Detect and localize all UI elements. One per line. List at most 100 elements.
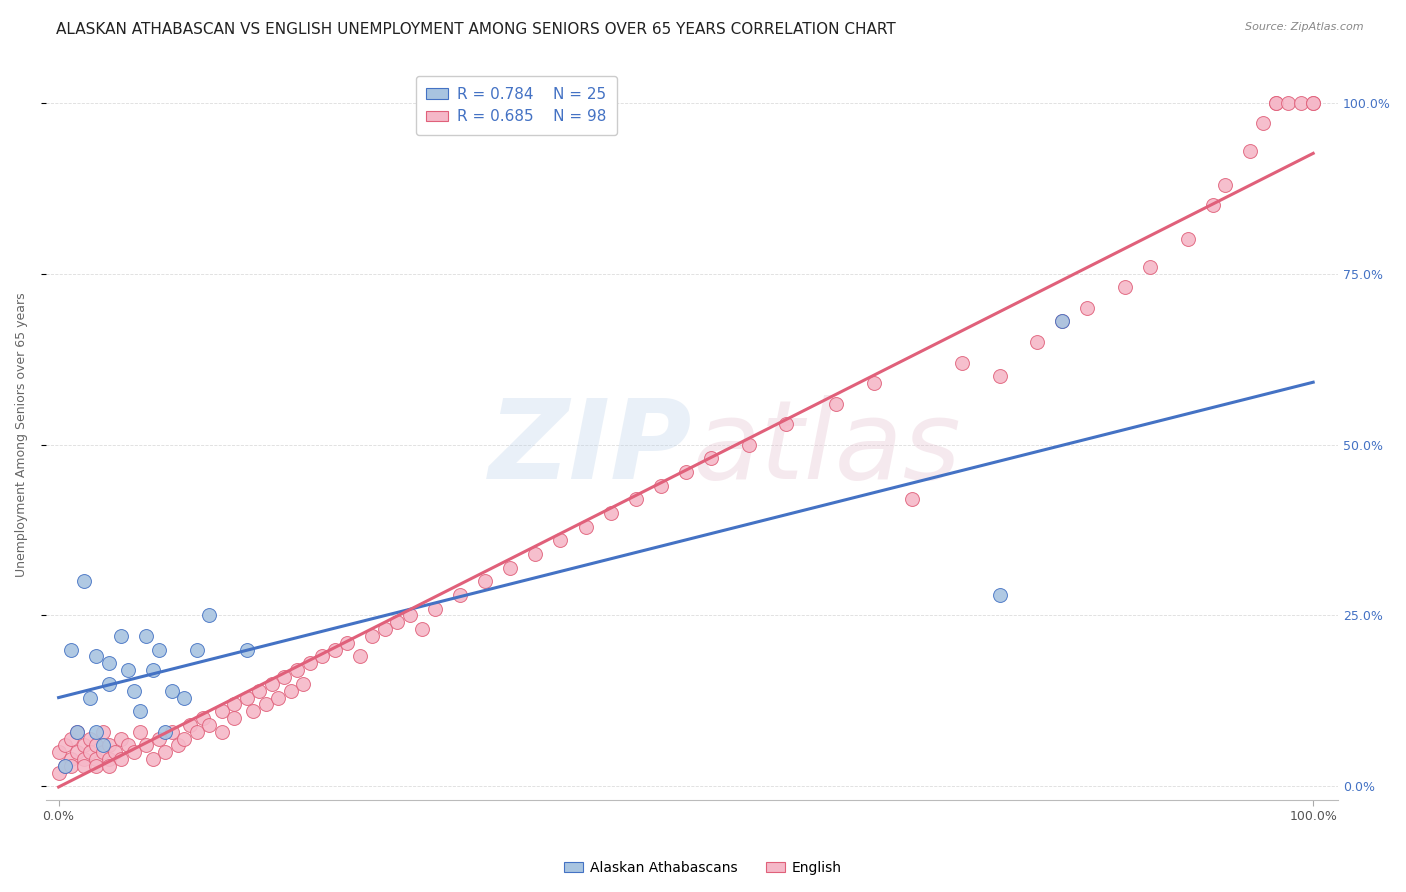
Point xyxy=(550,533,572,548)
Point xyxy=(198,718,221,732)
Point xyxy=(129,704,152,718)
Point xyxy=(474,574,496,589)
Point xyxy=(73,739,96,753)
Point xyxy=(599,506,621,520)
Point xyxy=(160,724,183,739)
Point xyxy=(247,683,270,698)
Point xyxy=(198,608,221,623)
Point xyxy=(224,698,246,712)
Point xyxy=(186,724,208,739)
Point xyxy=(399,608,422,623)
Point xyxy=(242,704,264,718)
Point xyxy=(1215,178,1237,192)
Point xyxy=(60,731,83,746)
Point xyxy=(1239,144,1261,158)
Point xyxy=(1302,95,1324,110)
Point xyxy=(173,731,195,746)
Point xyxy=(117,663,139,677)
Point xyxy=(775,417,797,431)
Point xyxy=(91,724,114,739)
Point xyxy=(988,369,1011,384)
Point xyxy=(155,724,177,739)
Text: atlas: atlas xyxy=(692,395,960,502)
Point xyxy=(285,663,308,677)
Point xyxy=(950,355,973,369)
Point xyxy=(48,745,70,759)
Point xyxy=(675,465,697,479)
Point xyxy=(449,588,471,602)
Point xyxy=(1076,301,1098,315)
Point xyxy=(97,739,120,753)
Point xyxy=(73,752,96,766)
Point xyxy=(97,752,120,766)
Point xyxy=(122,745,145,759)
Text: ALASKAN ATHABASCAN VS ENGLISH UNEMPLOYMENT AMONG SENIORS OVER 65 YEARS CORRELATI: ALASKAN ATHABASCAN VS ENGLISH UNEMPLOYME… xyxy=(56,22,896,37)
Point xyxy=(117,739,139,753)
Point xyxy=(1251,116,1274,130)
Point xyxy=(1052,314,1074,328)
Point xyxy=(53,739,76,753)
Point xyxy=(53,759,76,773)
Point xyxy=(53,759,76,773)
Point xyxy=(66,745,89,759)
Point xyxy=(1202,198,1225,212)
Point xyxy=(97,677,120,691)
Point xyxy=(135,629,157,643)
Y-axis label: Unemployment Among Seniors over 65 years: Unemployment Among Seniors over 65 years xyxy=(15,292,28,576)
Point xyxy=(160,683,183,698)
Legend: R = 0.784    N = 25, R = 0.685    N = 98: R = 0.784 N = 25, R = 0.685 N = 98 xyxy=(416,76,617,136)
Point xyxy=(142,752,165,766)
Point xyxy=(863,376,886,390)
Point xyxy=(1289,95,1312,110)
Point xyxy=(110,629,132,643)
Point xyxy=(79,745,101,759)
Point xyxy=(236,642,259,657)
Point xyxy=(323,642,346,657)
Point xyxy=(349,649,371,664)
Point xyxy=(1026,334,1049,349)
Point xyxy=(311,649,333,664)
Point xyxy=(211,704,233,718)
Point xyxy=(129,724,152,739)
Point xyxy=(700,451,723,466)
Point xyxy=(148,731,170,746)
Point xyxy=(104,745,127,759)
Point xyxy=(988,588,1011,602)
Point xyxy=(423,601,446,615)
Point xyxy=(97,759,120,773)
Point xyxy=(122,683,145,698)
Point xyxy=(254,698,277,712)
Point xyxy=(236,690,259,705)
Point xyxy=(179,718,201,732)
Point xyxy=(66,724,89,739)
Point xyxy=(292,677,315,691)
Point xyxy=(186,642,208,657)
Point xyxy=(1114,280,1136,294)
Point xyxy=(142,663,165,677)
Point xyxy=(524,547,547,561)
Point xyxy=(273,670,295,684)
Point xyxy=(260,677,283,691)
Point xyxy=(73,574,96,589)
Point xyxy=(737,437,759,451)
Point xyxy=(574,519,596,533)
Point xyxy=(173,690,195,705)
Point xyxy=(267,690,290,705)
Point xyxy=(73,759,96,773)
Point xyxy=(191,711,214,725)
Point xyxy=(499,560,522,574)
Point xyxy=(900,492,922,507)
Point xyxy=(336,636,359,650)
Point xyxy=(60,752,83,766)
Point xyxy=(280,683,302,698)
Point xyxy=(298,657,321,671)
Point xyxy=(1302,95,1324,110)
Point xyxy=(361,629,384,643)
Point xyxy=(1264,95,1286,110)
Point xyxy=(79,690,101,705)
Point xyxy=(166,739,188,753)
Point xyxy=(1277,95,1299,110)
Text: Source: ZipAtlas.com: Source: ZipAtlas.com xyxy=(1246,22,1364,32)
Point xyxy=(91,739,114,753)
Point xyxy=(84,649,107,664)
